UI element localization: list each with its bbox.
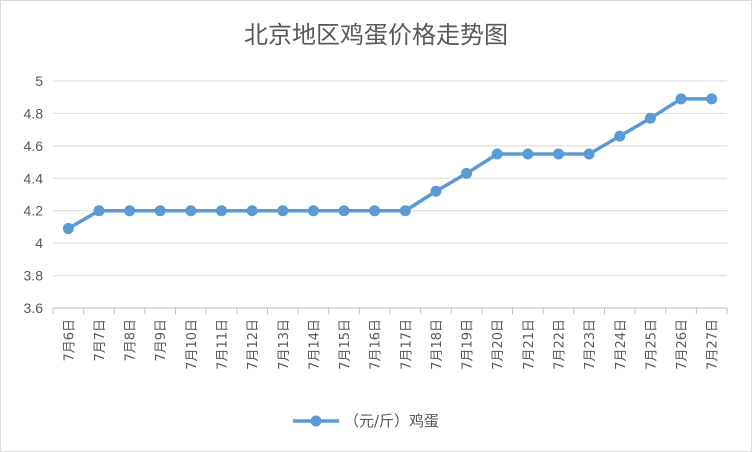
- legend-label: （元/斤）鸡蛋: [344, 412, 439, 430]
- data-point: [338, 205, 350, 217]
- x-tick-label: 7月16日: [369, 319, 384, 370]
- data-point: [93, 205, 105, 217]
- x-tick-label: 7月8日: [124, 319, 139, 362]
- data-point: [675, 93, 687, 105]
- x-tick-label: 7月23日: [583, 319, 598, 370]
- y-tick-label: 5: [35, 73, 43, 89]
- x-tick-label: 7月13日: [277, 319, 292, 370]
- data-point: [553, 148, 564, 160]
- data-point: [399, 205, 411, 217]
- x-tick-label: 7月15日: [338, 319, 353, 370]
- legend-marker: [310, 415, 322, 427]
- x-tick-label: 7月14日: [307, 319, 322, 370]
- data-point: [583, 148, 595, 160]
- data-point: [62, 223, 74, 235]
- x-tick-label: 7月10日: [185, 319, 200, 370]
- data-point: [277, 205, 289, 217]
- data-point: [491, 148, 503, 160]
- y-tick-label: 4.6: [24, 138, 44, 154]
- y-tick-label: 3.8: [24, 268, 44, 284]
- x-tick-label: 7月20日: [491, 319, 506, 370]
- data-point: [644, 112, 656, 124]
- x-axis: 7月6日 7月7日 7月8日 7月9日 7月10日 7月11日 7月12日 7月13日 7月14…: [52, 307, 728, 370]
- y-tick-label: 3.6: [24, 300, 44, 316]
- data-point: [614, 130, 626, 142]
- x-tick-label: 7月21日: [522, 319, 537, 370]
- y-tick-label: 4.4: [24, 170, 44, 186]
- data-point: [185, 205, 197, 217]
- data-point: [216, 205, 227, 217]
- x-tick-label: 7月7日: [93, 319, 108, 362]
- x-tick-label: 7月18日: [430, 319, 445, 370]
- y-axis-ticks: 3.6 3.8 4 4.2 4.4 4.6 4.8 5: [24, 73, 44, 316]
- data-point: [522, 148, 534, 160]
- series-group: [62, 93, 718, 235]
- data-point: [461, 167, 473, 179]
- y-tick-label: 4.8: [24, 105, 44, 121]
- data-point: [369, 205, 381, 217]
- chart-title: 北京地区鸡蛋价格走势图: [244, 21, 508, 49]
- x-tick-label: 7月19日: [461, 319, 476, 370]
- data-point: [154, 205, 166, 217]
- data-point: [430, 185, 442, 197]
- x-tick-label: 7月24日: [614, 319, 629, 370]
- data-point: [706, 93, 718, 105]
- x-tick-label: 7月6日: [62, 319, 77, 362]
- data-point: [307, 205, 319, 217]
- gridlines: [53, 80, 727, 277]
- y-tick-label: 4: [35, 235, 43, 251]
- x-tick-label: 7月11日: [216, 319, 231, 370]
- x-tick-label: 7月25日: [644, 319, 659, 370]
- x-tick-label: 7月17日: [399, 319, 414, 370]
- x-tick-label: 7月26日: [675, 319, 690, 370]
- y-tick-label: 4.2: [24, 203, 44, 219]
- x-tick-label: 7月27日: [706, 319, 721, 370]
- x-tick-label: 7月22日: [553, 319, 568, 370]
- legend: （元/斤）鸡蛋: [293, 412, 439, 430]
- series-line: [67, 97, 712, 231]
- data-point: [124, 205, 136, 217]
- x-tick-label: 7月9日: [154, 319, 169, 362]
- data-point: [246, 205, 258, 217]
- x-tick-label: 7月12日: [246, 319, 261, 370]
